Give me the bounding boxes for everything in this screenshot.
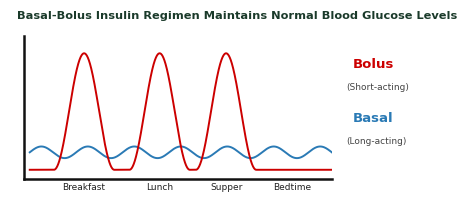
Text: (Short-acting): (Short-acting) bbox=[346, 83, 409, 92]
Text: Bolus: Bolus bbox=[353, 58, 394, 71]
Text: Basal-Bolus Insulin Regimen Maintains Normal Blood Glucose Levels: Basal-Bolus Insulin Regimen Maintains No… bbox=[17, 11, 457, 21]
Text: Basal: Basal bbox=[353, 112, 394, 125]
Text: (Long-acting): (Long-acting) bbox=[346, 137, 406, 146]
